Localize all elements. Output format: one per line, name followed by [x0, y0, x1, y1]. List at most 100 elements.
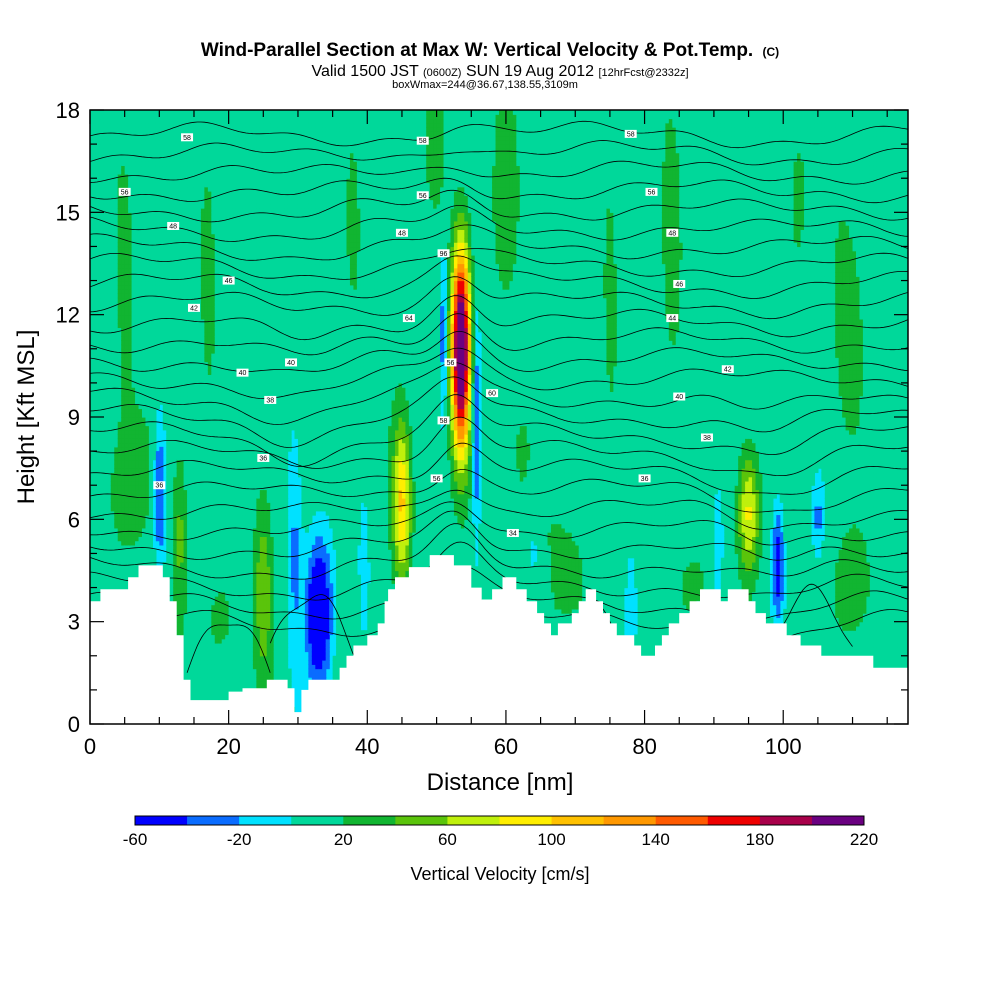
velocity-cell [200, 327, 205, 333]
velocity-cell [155, 148, 160, 154]
velocity-cell [148, 438, 153, 444]
velocity-cell [197, 630, 202, 636]
velocity-cell [193, 515, 199, 520]
velocity-cell [141, 370, 147, 375]
velocity-cell [176, 178, 181, 184]
velocity-cell [200, 297, 205, 303]
velocity-cell [173, 148, 178, 154]
velocity-cell [107, 370, 112, 375]
velocity-cell [173, 596, 178, 601]
velocity-cell [100, 412, 105, 418]
velocity-cell [100, 340, 105, 346]
velocity-cell [121, 510, 126, 516]
velocity-cell [197, 536, 202, 542]
velocity-cell [152, 323, 157, 329]
velocity-cell [180, 357, 185, 363]
velocity-cell [114, 225, 119, 230]
velocity-cell [124, 297, 129, 303]
velocity-cell [131, 259, 136, 265]
velocity-cell [176, 127, 181, 132]
velocity-cell [200, 229, 205, 235]
velocity-cell [117, 259, 122, 265]
velocity-cell [103, 161, 108, 167]
velocity-cell [200, 118, 205, 124]
velocity-cell [131, 289, 136, 294]
velocity-cell [183, 638, 188, 644]
velocity-cell [173, 476, 178, 482]
velocity-cell [148, 476, 153, 482]
velocity-cell [96, 429, 101, 435]
velocity-cell [103, 412, 108, 418]
velocity-cell [152, 391, 157, 397]
velocity-cell [135, 242, 140, 248]
velocity-cell [193, 293, 199, 299]
velocity-cell [107, 561, 112, 567]
velocity-cell [166, 297, 171, 303]
velocity-cell [162, 570, 167, 576]
velocity-cell [121, 485, 126, 491]
velocity-cell [117, 220, 122, 226]
velocity-cell [176, 306, 181, 311]
velocity-cell [207, 344, 212, 350]
velocity-cell [96, 225, 101, 230]
velocity-cell [90, 110, 95, 115]
velocity-cell [207, 225, 212, 230]
velocity-cell [207, 480, 212, 486]
velocity-cell [100, 374, 105, 380]
velocity-cell [148, 237, 153, 243]
velocity-cell [124, 284, 129, 290]
velocity-cell [159, 122, 164, 128]
velocity-cell [93, 335, 98, 341]
velocity-cell [183, 404, 188, 410]
velocity-cell [90, 161, 95, 167]
velocity-cell [128, 527, 133, 533]
velocity-cell [204, 220, 209, 226]
velocity-cell [187, 225, 192, 230]
velocity-cell [204, 118, 209, 124]
velocity-cell [200, 647, 205, 653]
velocity-cell [197, 191, 202, 196]
velocity-cell [135, 468, 140, 474]
velocity-cell [173, 250, 178, 256]
velocity-cell [197, 374, 202, 380]
velocity-cell [190, 549, 195, 555]
velocity-cell [162, 242, 167, 248]
velocity-cell [141, 152, 147, 158]
velocity-cell [131, 476, 136, 482]
velocity-cell [193, 561, 199, 567]
velocity-cell [131, 536, 136, 542]
velocity-cell [173, 344, 178, 350]
velocity-cell [187, 156, 192, 162]
velocity-cell [155, 365, 160, 371]
velocity-cell [197, 677, 202, 682]
velocity-cell [187, 374, 192, 380]
velocity-cell [124, 566, 129, 572]
velocity-cell [200, 382, 205, 388]
velocity-cell [207, 515, 212, 520]
velocity-cell [100, 446, 105, 452]
velocity-cell [110, 301, 115, 307]
velocity-cell [176, 404, 181, 410]
velocity-cell [207, 625, 212, 631]
velocity-cell [110, 289, 115, 294]
velocity-cell [207, 365, 212, 371]
velocity-cell [197, 272, 202, 277]
velocity-cell [204, 229, 209, 235]
velocity-cell [187, 506, 192, 512]
velocity-cell [155, 455, 160, 461]
velocity-cell [183, 515, 188, 520]
velocity-cell [100, 169, 105, 175]
velocity-cell [100, 114, 105, 120]
velocity-cell [190, 233, 195, 239]
velocity-cell [169, 468, 174, 474]
velocity-cell [200, 161, 205, 167]
velocity-cell [148, 498, 153, 503]
velocity-cell [207, 672, 212, 678]
velocity-cell [200, 331, 205, 337]
velocity-cell [152, 421, 157, 427]
velocity-cell [190, 178, 195, 184]
velocity-cell [145, 331, 150, 337]
velocity-cell [145, 391, 150, 397]
velocity-cell [166, 523, 171, 529]
velocity-cell [114, 434, 119, 439]
